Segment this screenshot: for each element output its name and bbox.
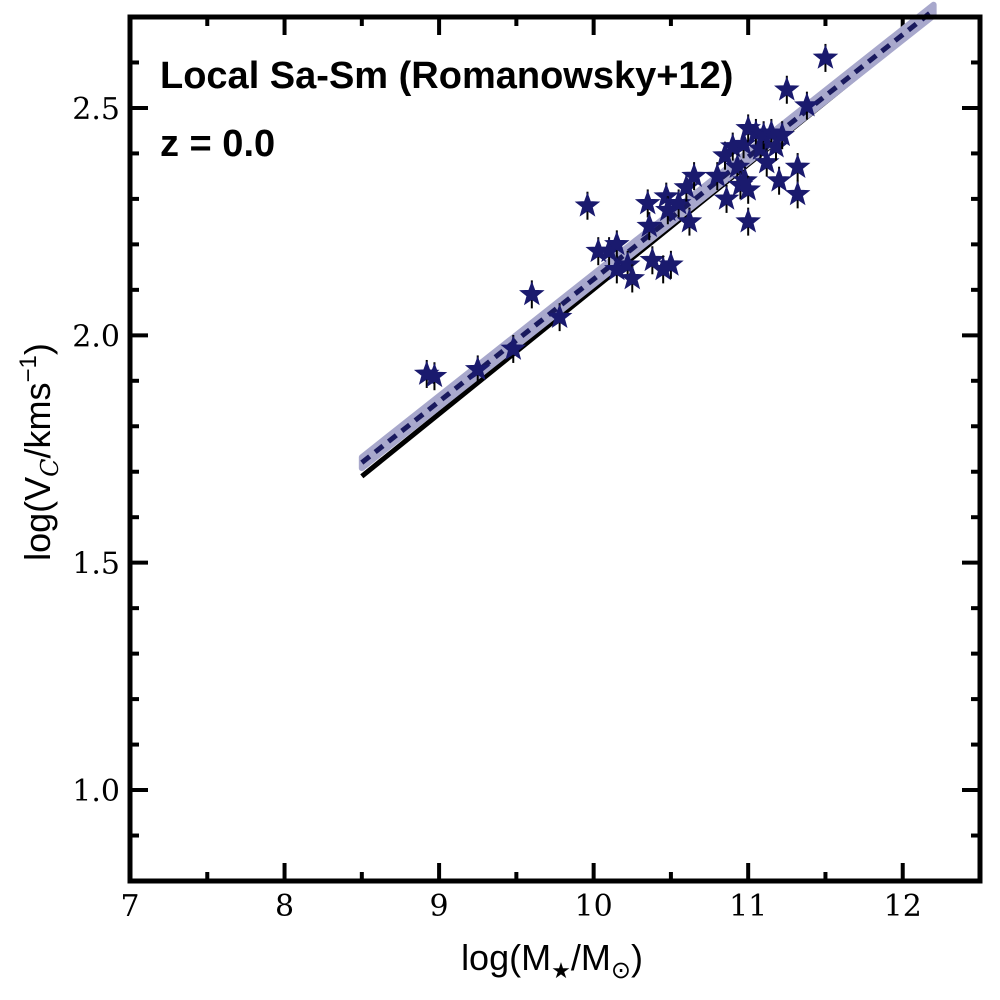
y-label-end: ) — [17, 343, 58, 355]
star-marker — [676, 208, 703, 233]
y-tick-label: 2.5 — [72, 92, 120, 127]
tick-labels: 7 8 9 10 11 12 1.0 1.5 2.0 2.5 — [72, 92, 922, 924]
y-label-base: log(V — [17, 477, 58, 561]
chart-title: Local Sa-Sm (Romanowsky+12) — [160, 55, 733, 97]
data-points — [413, 43, 839, 391]
data-point — [676, 207, 703, 236]
data-point — [735, 175, 761, 204]
star-marker — [574, 192, 601, 217]
y-label-mid: /kms — [17, 382, 58, 458]
data-point — [784, 180, 811, 209]
x-tick-label: 8 — [275, 889, 294, 924]
chart-subtitle: z = 0.0 — [160, 123, 275, 165]
data-point — [713, 184, 740, 213]
data-point — [519, 280, 545, 309]
x-tick-label: 12 — [884, 889, 922, 924]
data-point — [604, 230, 630, 259]
star-marker — [784, 180, 811, 206]
data-point — [784, 153, 811, 182]
y-tick-label: 1.5 — [72, 547, 120, 582]
x-label-mid: /M — [571, 937, 611, 978]
star-marker — [794, 92, 820, 117]
data-point — [704, 162, 731, 191]
x-axis-label: log(M★/M⊙) — [461, 937, 643, 984]
star-marker — [724, 153, 751, 178]
star-marker — [658, 251, 684, 276]
star-marker — [614, 251, 641, 276]
y-label-c: C — [36, 458, 64, 476]
star-marker — [681, 162, 707, 188]
star-marker — [763, 133, 789, 158]
x-tick-label: 7 — [120, 889, 139, 924]
data-point — [735, 207, 761, 236]
data-point — [464, 355, 491, 384]
data-point — [574, 191, 601, 220]
y-tick-label: 2.0 — [72, 319, 120, 354]
star-marker — [812, 44, 839, 69]
data-fit-dashed-line — [360, 8, 936, 465]
data-point — [634, 189, 661, 218]
data-point — [766, 166, 792, 195]
star-marker — [619, 265, 646, 290]
star-marker — [735, 208, 761, 233]
star-marker — [704, 162, 731, 188]
star-marker — [784, 153, 811, 178]
star-marker — [769, 121, 795, 147]
data-point — [500, 334, 527, 363]
data-point — [774, 75, 800, 104]
data-point — [681, 162, 707, 191]
star-marker — [421, 362, 448, 388]
star-marker — [464, 355, 491, 381]
star-marker — [604, 230, 630, 256]
data-point — [812, 43, 839, 72]
x-tick-label: 10 — [575, 889, 613, 924]
x-label-sun: ⊙ — [611, 957, 631, 984]
data-point — [794, 91, 820, 120]
x-tick-label: 11 — [729, 889, 767, 924]
y-axis-label: log(VC/kms−1) — [15, 343, 64, 561]
star-marker — [735, 176, 761, 201]
x-label-base: log(M — [461, 937, 551, 978]
data-point — [636, 212, 663, 241]
data-point — [769, 121, 795, 150]
star-marker — [713, 185, 740, 210]
plot-frame — [127, 14, 983, 884]
y-tick-label: 1.0 — [72, 774, 120, 809]
data-point — [619, 264, 646, 293]
data-point — [421, 362, 448, 391]
star-marker — [774, 76, 800, 101]
star-marker — [634, 189, 661, 215]
data-point — [658, 250, 684, 279]
x-label-end: ) — [631, 937, 643, 978]
data-point — [763, 132, 789, 161]
star-marker — [766, 167, 792, 192]
data-point — [546, 303, 573, 332]
star-marker — [500, 335, 527, 360]
star-marker — [519, 280, 545, 306]
star-marker — [546, 303, 573, 328]
star-marker — [636, 212, 663, 238]
y-label-sup: −1 — [15, 355, 42, 382]
x-tick-label: 9 — [430, 889, 449, 924]
x-label-star: ★ — [551, 958, 571, 983]
